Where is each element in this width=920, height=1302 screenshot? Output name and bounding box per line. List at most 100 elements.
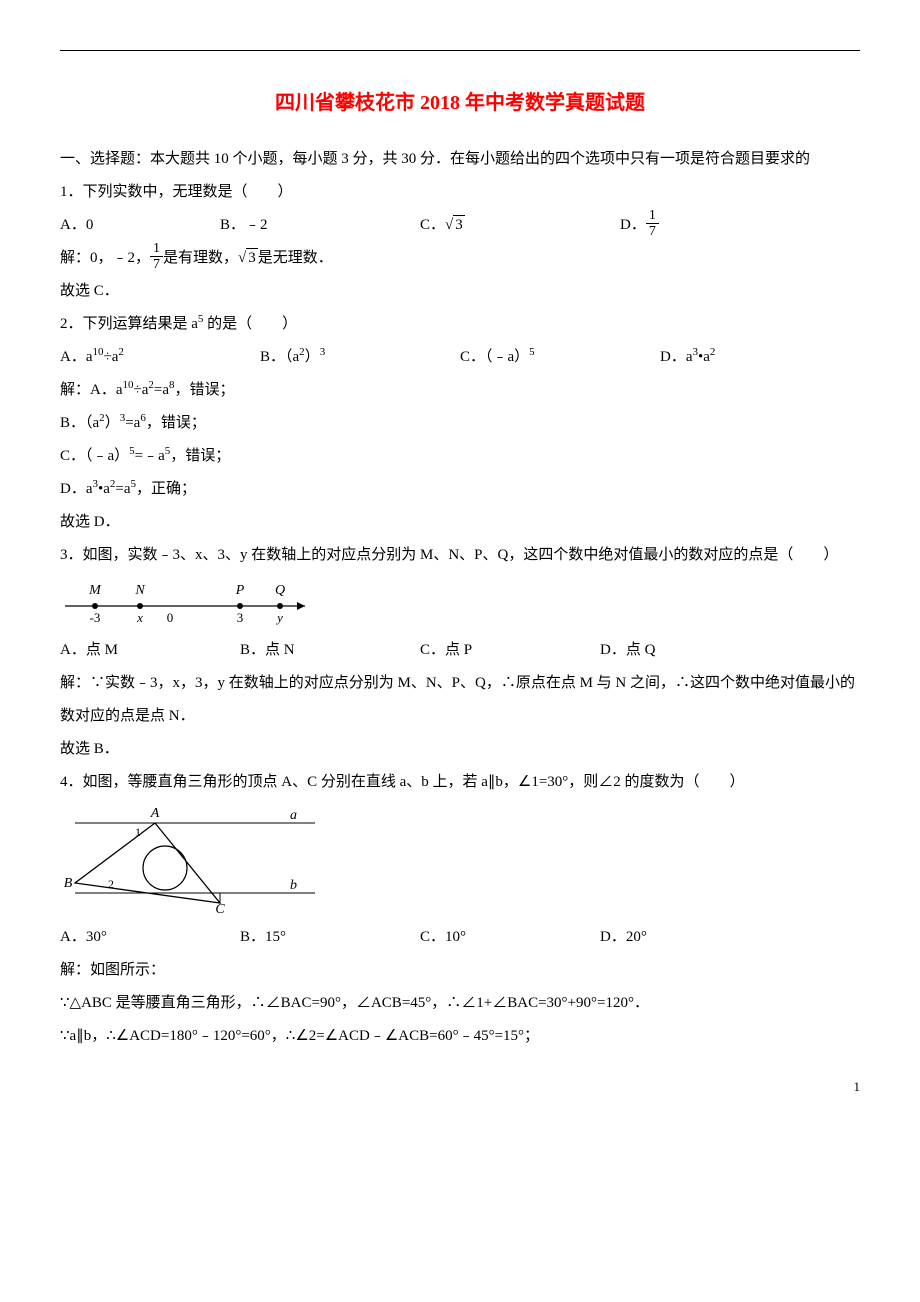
q1-sol-num: 1 <box>150 241 163 257</box>
q2-option-c: C．（﹣a）5 <box>460 341 660 374</box>
q3-stem: 3．如图，实数﹣3、x、3、y 在数轴上的对应点分别为 M、N、P、Q，这四个数… <box>60 539 860 572</box>
s: 10 <box>123 379 134 391</box>
q2-options: A．a10÷a2 B．（a2）3 C．（﹣a）5 D．a3•a2 <box>60 341 860 374</box>
t: D．a <box>60 481 93 497</box>
q2-c-sup1: 5 <box>529 346 535 358</box>
q3-answer: 故选 B． <box>60 733 860 766</box>
t: ，正确； <box>136 481 196 497</box>
t: ，错误； <box>146 415 206 431</box>
q4-option-d: D．20° <box>600 921 647 954</box>
t: •a <box>98 481 110 497</box>
sqrt-icon: √3 <box>238 242 258 275</box>
q4-sol2: ∵△ABC 是等腰直角三角形，∴∠BAC=90°，∠ACB=45°，∴∠1+∠B… <box>60 987 860 1020</box>
q2-sol-b: B．（a2）3=a6，错误； <box>60 407 860 440</box>
label-N: N <box>134 583 145 598</box>
q2-b-1: B．（a <box>260 349 299 365</box>
q4-sol1: 解：如图所示： <box>60 954 860 987</box>
q1-sol-den: 7 <box>150 257 163 272</box>
q2-answer: 故选 D． <box>60 506 860 539</box>
q1-answer: 故选 C． <box>60 275 860 308</box>
q2-sol-d: D．a3•a2=a5，正确； <box>60 473 860 506</box>
q1-options: A．0 B．﹣2 C．√3 D．17 <box>60 209 860 242</box>
label-C: C <box>215 902 225 913</box>
q3-solution: 解：∵实数﹣3，x，3，y 在数轴上的对应点分别为 M、N、P、Q，∴原点在点 … <box>60 667 860 733</box>
q1-sol-prefix: 解：0，﹣2， <box>60 250 150 266</box>
t: =a <box>125 415 140 431</box>
q1-optc-prefix: C． <box>420 217 445 233</box>
q1-optc-radicand: 3 <box>453 215 465 234</box>
q3-figure: M N P Q -3 x 0 3 y <box>60 576 860 630</box>
q3-option-c: C．点 P <box>420 634 600 667</box>
label-x: x <box>136 610 143 625</box>
q2-sol-a: 解：A．a10÷a2=a8，错误； <box>60 374 860 407</box>
document-title: 四川省攀枝花市 2018 年中考数学真题试题 <box>60 81 860 125</box>
label-P: P <box>235 583 245 598</box>
q2-d-sup2: 2 <box>710 346 716 358</box>
top-rule <box>60 50 860 51</box>
t: 解：A．a <box>60 382 123 398</box>
label-y: y <box>275 610 283 625</box>
t: B．（a <box>60 415 99 431</box>
label-M: M <box>88 583 102 598</box>
t: =a <box>115 481 130 497</box>
label-3: 3 <box>237 610 244 625</box>
q2-b-sup2: 3 <box>320 346 326 358</box>
q3-option-b: B．点 N <box>240 634 420 667</box>
q2-c-1: C．（﹣a） <box>460 349 529 365</box>
q4-figure: A B C a b 1 2 <box>60 803 860 917</box>
q1-option-b: B．﹣2 <box>220 209 420 242</box>
section-heading: 一、选择题：本大题共 10 个小题，每小题 3 分，共 30 分．在每小题给出的… <box>60 143 860 176</box>
q2-option-b: B．（a2）3 <box>260 341 460 374</box>
label-m3: -3 <box>90 610 101 625</box>
t: ） <box>105 415 120 431</box>
q2-option-a: A．a10÷a2 <box>60 341 260 374</box>
label-1: 1 <box>135 825 141 839</box>
q2-b-2: ） <box>305 349 320 365</box>
triangle-diagram-icon: A B C a b 1 2 <box>60 803 340 913</box>
label-B: B <box>64 876 73 891</box>
q2-d-1: D．a <box>660 349 693 365</box>
q2-d-2: •a <box>698 349 710 365</box>
q1-stem: 1．下列实数中，无理数是（ ） <box>60 176 860 209</box>
q2-stem-suffix: 的是（ ） <box>203 316 297 332</box>
q2-a-sup1: 10 <box>93 346 104 358</box>
q1-option-a: A．0 <box>60 209 220 242</box>
label-A: A <box>150 806 160 821</box>
q4-option-b: B．15° <box>240 921 420 954</box>
q1-optd-num: 1 <box>646 208 659 224</box>
q3-option-a: A．点 M <box>60 634 240 667</box>
t: ，错误； <box>170 448 230 464</box>
q1-option-d: D．17 <box>620 209 659 242</box>
label-a: a <box>290 808 297 823</box>
q3-options: A．点 M B．点 N C．点 P D．点 Q <box>60 634 860 667</box>
t: =a <box>154 382 169 398</box>
q4-sol3: ∵a∥b，∴∠ACD=180°﹣120°=60°，∴∠2=∠ACD﹣∠ACB=6… <box>60 1020 860 1053</box>
q4-option-c: C．10° <box>420 921 600 954</box>
q2-stem: 2．下列运算结果是 a5 的是（ ） <box>60 308 860 341</box>
label-0: 0 <box>167 610 174 625</box>
t: ，错误； <box>175 382 235 398</box>
q2-a-2: ÷a <box>104 349 119 365</box>
q2-option-d: D．a3•a2 <box>660 341 715 374</box>
label-Q: Q <box>275 583 285 598</box>
q4-options: A．30° B．15° C．10° D．20° <box>60 921 860 954</box>
t: =﹣a <box>135 448 165 464</box>
t: ÷a <box>134 382 149 398</box>
fraction-icon: 17 <box>150 241 163 273</box>
label-b: b <box>290 878 297 893</box>
q1-sol-mid: 是有理数， <box>163 250 238 266</box>
q2-a-1: A．a <box>60 349 93 365</box>
q1-optd-den: 7 <box>646 224 659 239</box>
page-number: 1 <box>60 1073 860 1102</box>
sqrt-icon: √3 <box>445 209 465 242</box>
q1-option-c: C．√3 <box>420 209 620 242</box>
q1-optd-prefix: D． <box>620 217 646 233</box>
q3-option-d: D．点 Q <box>600 634 655 667</box>
q2-stem-prefix: 2．下列运算结果是 a <box>60 316 198 332</box>
q1-solution: 解：0，﹣2，17是有理数，√3是无理数． <box>60 242 860 275</box>
label-2: 2 <box>108 877 114 891</box>
fraction-icon: 17 <box>646 208 659 240</box>
q1-sol-suffix: 是无理数． <box>258 250 333 266</box>
q2-a-sup2: 2 <box>118 346 124 358</box>
q1-sol-radicand: 3 <box>246 248 258 267</box>
